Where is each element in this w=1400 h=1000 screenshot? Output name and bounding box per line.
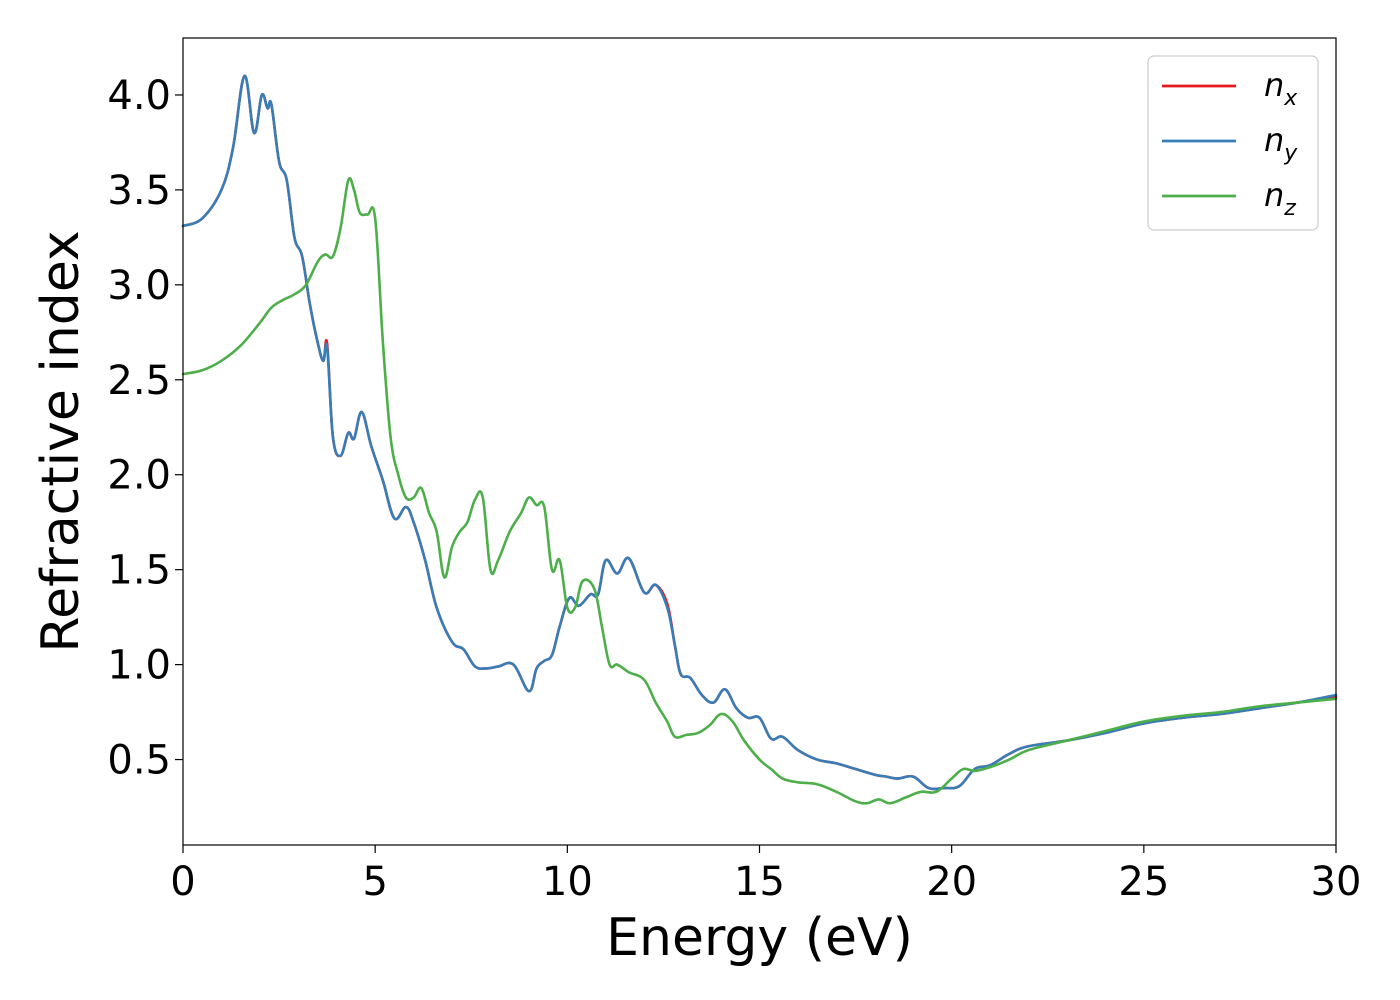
x-tick-label: 20 [926,859,977,905]
x-axis-ticks: 0 5 10 15 20 25 30 [170,845,1361,905]
y-tick-label: 2.5 [107,358,171,404]
x-tick-label: 10 [542,859,593,905]
legend-box [1147,55,1319,231]
legend-label-nx: nx [1264,66,1298,111]
y-tick-label: 3.0 [107,263,171,309]
y-axis-label: Refractive index [31,230,91,652]
x-tick-label: 5 [362,859,387,905]
y-tick-label: 1.5 [107,548,171,594]
x-axis-label: Energy (eV) [606,908,913,968]
x-tick-label: 30 [1311,859,1362,905]
legend: nx ny nz [1147,55,1319,231]
series-line-nz [181,176,1338,805]
legend-label-nz: nz [1264,176,1296,221]
legend-label-ny: ny [1264,121,1298,166]
series-layer [181,74,1338,805]
y-tick-label: 4.0 [107,73,171,119]
y-tick-label: 1.0 [107,643,171,689]
x-tick-label: 25 [1118,859,1169,905]
x-tick-label: 15 [734,859,785,905]
series-line-ny [181,74,1338,791]
y-tick-label: 2.0 [107,453,171,499]
y-tick-label: 0.5 [107,738,171,784]
y-tick-label: 3.5 [107,168,171,214]
x-tick-label: 0 [170,859,195,905]
y-axis-ticks: 0.5 1.0 1.5 2.0 2.5 3.0 3.5 4.0 [107,73,183,784]
